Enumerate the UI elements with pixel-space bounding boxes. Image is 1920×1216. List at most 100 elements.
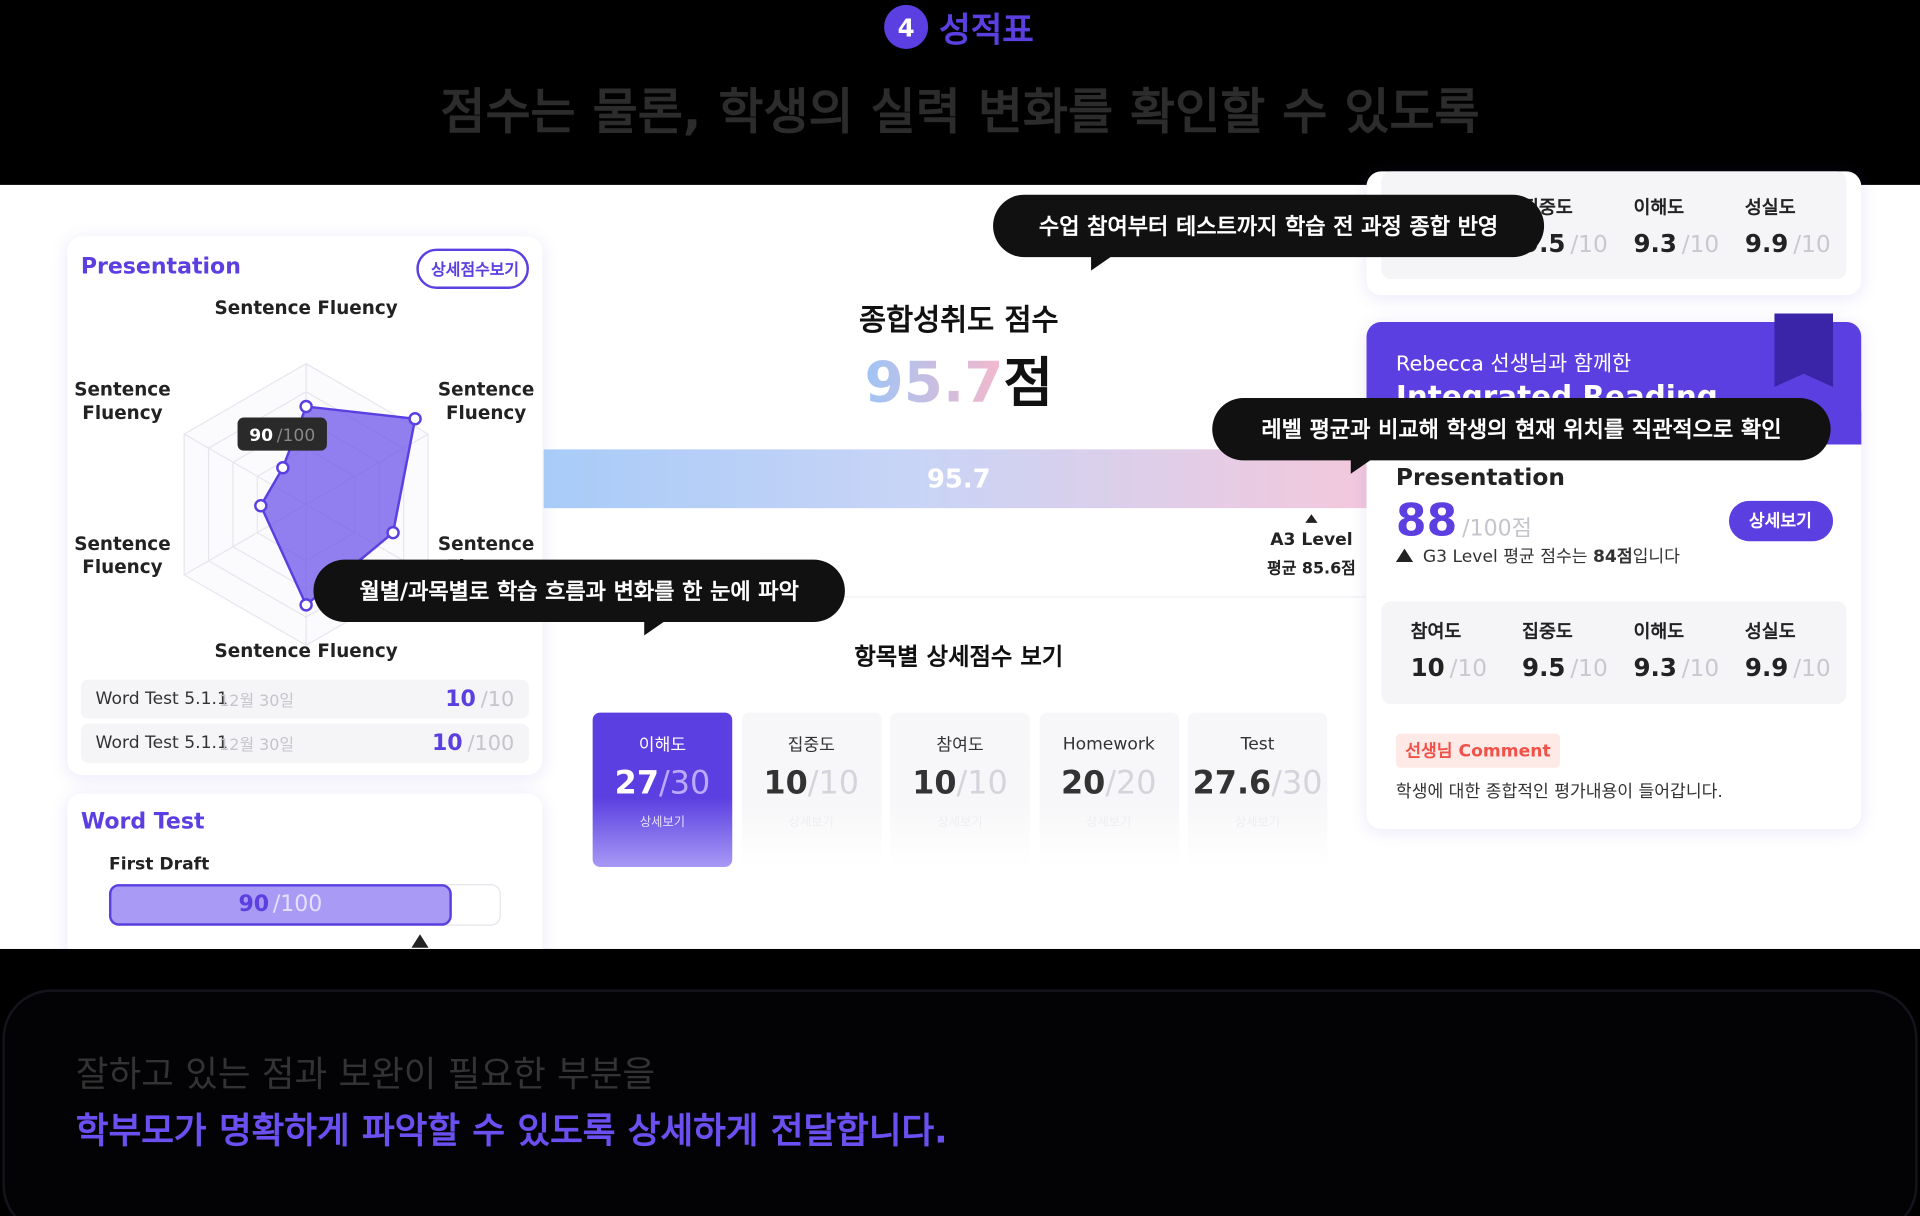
item-score: 10/10 (912, 765, 1008, 802)
item-name: Homework (1062, 734, 1155, 755)
metric-score-value: 10 (1410, 652, 1445, 683)
draft-total: /100 (272, 891, 323, 918)
detail-item[interactable]: Homework 20/20 상세보기 (1038, 712, 1179, 867)
report-score: 88/100점 (1396, 497, 1532, 547)
item-score: 27.6/30 (1193, 765, 1323, 802)
score-row (80, 723, 529, 763)
row-score: 10/10 (445, 686, 514, 712)
row-date: 12월 30일 (219, 692, 295, 711)
word-test-card (67, 793, 543, 965)
item-score-value: 27.6 (1192, 765, 1272, 803)
metric-score-value: 9.3 (1633, 228, 1677, 259)
callout: 레벨 평균과 비교해 학생의 현재 위치를 직관적으로 확인 (1212, 397, 1831, 461)
metric-score-total: /10 (1681, 655, 1720, 683)
comment: 학생에 대한 종합적인 평가내용이 들어갑니다. (1395, 782, 1723, 803)
report-button-label: 상세보기 (1748, 511, 1812, 532)
item-score-value: 27 (614, 765, 659, 803)
metric-name: 참여도 (1410, 620, 1462, 643)
item-score-total: /20 (1105, 765, 1157, 803)
note-marker (1395, 548, 1414, 563)
footer-box (2, 989, 1918, 1216)
detail-item[interactable]: 집중도 10/10 상세보기 (741, 712, 882, 867)
step-number: 4 (897, 13, 915, 43)
metric-score: 10/10 (1411, 653, 1487, 682)
detail-button-label: 상세점수보기 (431, 261, 520, 280)
row-score-value: 10 (445, 686, 476, 713)
metric-score: 9.5/10 (1522, 653, 1608, 682)
detail-title: 항목별 상세점수 보기 (854, 643, 1064, 671)
item-score-total: /10 (956, 765, 1008, 803)
summary-score: 95.7점 (864, 339, 1053, 417)
item-link: 상세보기 (937, 816, 983, 830)
detail-item[interactable]: 이해도 27/30 상세보기 (592, 712, 733, 867)
metric-score-total: /10 (1681, 231, 1720, 259)
comment-label-box: 선생님 Comment (1395, 733, 1561, 768)
section-title: 성적표 (939, 9, 1034, 51)
footer-line1: 잘하고 있는 점과 보완이 필요한 부분을 (75, 1053, 656, 1095)
note-end: 입니다 (1632, 547, 1680, 567)
detail-item[interactable]: Test 27.6/30 상세보기 (1187, 712, 1328, 867)
comment-label: 선생님 Comment (1405, 742, 1551, 762)
metric-score-value: 9.5 (1522, 652, 1566, 683)
note-bold: 84점 (1592, 547, 1633, 567)
radar-point (254, 498, 268, 513)
item-name: 참여도 (936, 735, 984, 756)
report-button[interactable]: 상세보기 (1728, 500, 1834, 542)
callout-text: 수업 참여부터 테스트까지 학습 전 과정 종합 반영 (1038, 214, 1499, 241)
metric-score-value: 9.3 (1633, 652, 1677, 683)
summary-title: 종합성취도 점수 (859, 303, 1059, 338)
item-score: 27/30 (615, 765, 711, 802)
row-score-total: /10 (480, 687, 515, 713)
metric-score: 9.9/10 (1745, 229, 1831, 258)
radar-tooltip: 90/100 (237, 417, 327, 451)
metric-score: 9.9/10 (1745, 653, 1831, 682)
metric-score-total: /10 (1570, 655, 1608, 683)
metric-score: 9.3/10 (1633, 229, 1719, 258)
item-link: 상세보기 (639, 816, 685, 830)
callout-text: 월별/과목별로 학습 흐름과 변화를 한 눈에 파악 (359, 579, 799, 605)
footer-line2: 학부모가 명확하게 파악할 수 있도록 상세하게 전달합니다. (75, 1109, 948, 1152)
row-score-value: 10 (431, 730, 463, 757)
metric-name: 성실도 (1744, 196, 1796, 219)
row-date: 12월 30일 (219, 736, 295, 755)
row-name: Word Test 5.1.1 (95, 689, 228, 709)
radar-point (276, 461, 290, 475)
metric-name: 이해도 (1633, 620, 1685, 643)
teacher: Rebecca 선생님과 함께한 (1395, 352, 1632, 377)
item-link: 상세보기 (1235, 816, 1281, 830)
radar-label: Sentence Fluency (74, 532, 171, 578)
item-name: 집중도 (787, 735, 835, 756)
callout: 월별/과목별로 학습 흐름과 변화를 한 눈에 파악 (313, 559, 845, 623)
detail-button[interactable]: 상세점수보기 (416, 248, 529, 289)
item-score-total: /10 (807, 765, 859, 803)
row-score-total: /100 (467, 731, 515, 757)
report-score-value: 88 (1395, 496, 1458, 547)
level-average: 평균 85.6점 (1267, 560, 1356, 579)
header-bg (0, 0, 1920, 185)
metrics-box (1381, 601, 1847, 705)
divider (543, 596, 1367, 598)
draft-label: First Draft (108, 854, 210, 875)
header-title: 점수는 물론, 학생의 실력 변화를 확인할 수 있도록 (440, 84, 1480, 141)
callout-text: 레벨 평균과 비교해 학생의 현재 위치를 직관적으로 확인 (1261, 417, 1782, 444)
draft-score: 90 (238, 891, 270, 918)
metric-score-total: /10 (1793, 231, 1831, 259)
summary-score-unit: 점 (1003, 352, 1054, 416)
report-note: G3 Level 평균 점수는 84점입니다 (1395, 544, 1680, 568)
summary-bar-value: 95.7 (927, 464, 991, 494)
metric-score-total: /10 (1570, 231, 1608, 259)
callout: 수업 참여부터 테스트까지 학습 전 과정 종합 반영 (993, 194, 1545, 258)
subject: Presentation (1395, 464, 1565, 492)
report-score-total: /100점 (1462, 516, 1532, 542)
tooltip-score: 90 (249, 426, 274, 446)
metric-name: 성실도 (1744, 620, 1796, 643)
item-score: 10/10 (763, 765, 859, 802)
item-link: 상세보기 (788, 816, 834, 830)
detail-item[interactable]: 참여도 10/10 상세보기 (890, 712, 1030, 867)
radar-label: Sentence Fluency (214, 639, 398, 662)
metric-score-value: 9.9 (1744, 228, 1789, 259)
level-marker (1305, 514, 1318, 523)
